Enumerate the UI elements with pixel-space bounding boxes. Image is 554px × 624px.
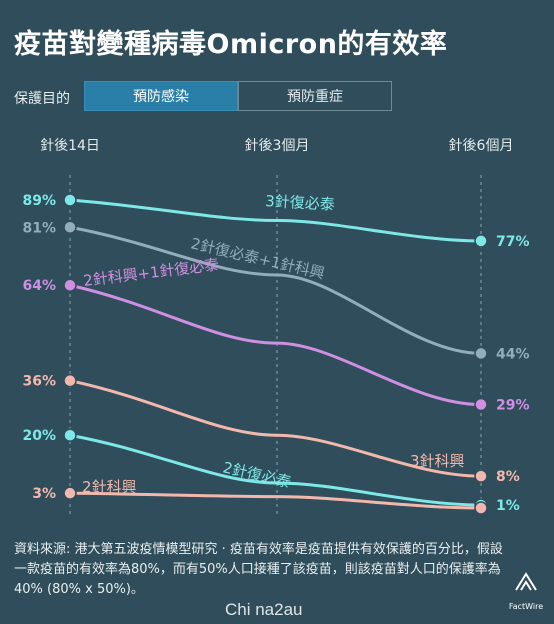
x-tick-label: 針後14日	[40, 138, 100, 154]
series-line	[68, 225, 483, 355]
logo-text: FactWire	[508, 602, 544, 611]
start-value-label: 64%	[22, 278, 56, 294]
chart-title: 疫苗對變種病毒Omicron的有效率	[14, 29, 448, 60]
end-point	[474, 501, 488, 515]
end-point	[474, 234, 488, 248]
start-value-label: 89%	[22, 193, 56, 209]
tab-prevent-severe[interactable]: 預防重症	[238, 81, 392, 111]
series-line	[68, 198, 483, 243]
series-name-label: 2針科興	[82, 478, 137, 496]
efficacy-line-chart: 針後14日 針後3個月 針後6個月89%77%3針復必泰81%44%2針復必泰+1針…	[22, 138, 530, 515]
start-value-label: 20%	[22, 428, 56, 444]
start-point	[63, 278, 77, 292]
x-tick-label: 針後3個月	[245, 138, 310, 154]
series-name-label: 3針科興	[410, 452, 465, 470]
end-point	[474, 397, 488, 412]
tab-prevent-infection[interactable]: 預防感染	[84, 81, 238, 111]
series-line	[68, 433, 483, 507]
end-value-label: 1%	[496, 498, 520, 514]
selector-label: 保護目的	[14, 91, 70, 107]
start-point	[63, 428, 77, 442]
end-value-label: 44%	[496, 346, 530, 362]
watermark: Chi na2au	[225, 600, 303, 619]
start-point	[63, 193, 77, 207]
start-point	[63, 373, 77, 388]
start-value-label: 81%	[22, 220, 56, 236]
factwire-logo-icon: FactWire	[508, 570, 544, 611]
series-name-label: 2針科興+1針復必泰	[82, 255, 220, 290]
end-value-label: 8%	[496, 469, 520, 485]
end-point	[474, 346, 488, 361]
start-value-label: 36%	[22, 374, 56, 390]
start-point	[63, 486, 77, 500]
footnote: 資料來源: 港大第五波疫情模型研究 · 疫苗有效率是疫苗提供有效保護的百分比，假…	[14, 542, 503, 597]
end-point	[474, 469, 488, 483]
series-line	[68, 283, 483, 407]
end-value-label: 77%	[496, 234, 530, 250]
end-value-label: 29%	[496, 398, 530, 414]
series-line	[68, 491, 483, 510]
series-name-label: 2針復必泰	[221, 458, 293, 491]
series-line	[68, 379, 483, 478]
start-value-label: 3%	[32, 486, 56, 502]
x-tick-label: 針後6個月	[449, 138, 514, 154]
start-point	[63, 220, 77, 235]
series-name-label: 3針復必泰	[265, 192, 335, 214]
